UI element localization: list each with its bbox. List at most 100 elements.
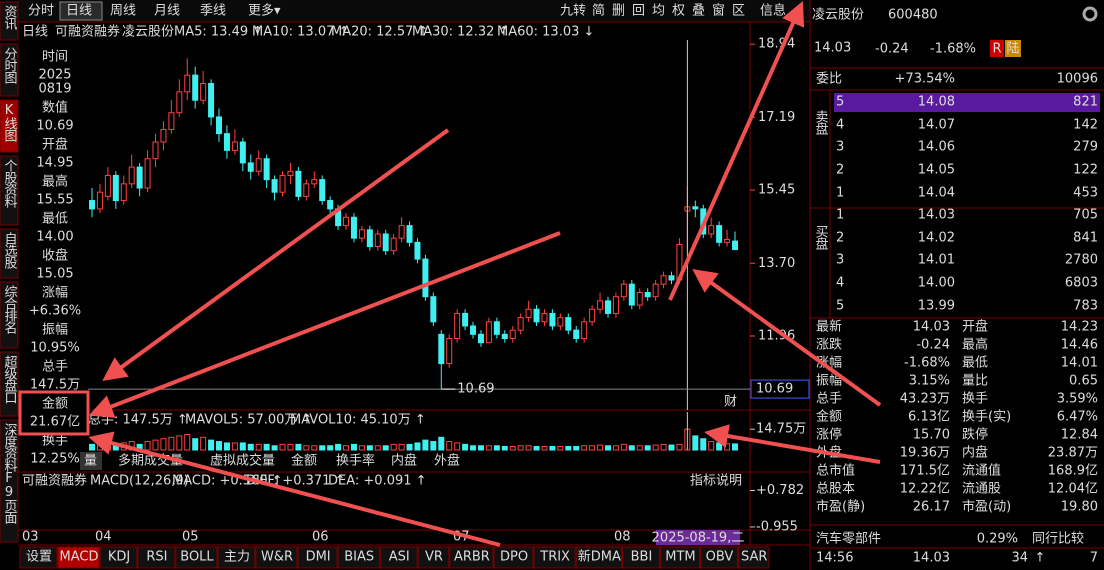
stat-value: 43.23万 — [900, 392, 950, 407]
stat-value: 14.46 — [1061, 338, 1098, 353]
top-tab[interactable]: 日线 — [66, 4, 92, 19]
order-highlight — [834, 93, 1100, 112]
candle-body — [724, 238, 731, 243]
bottom-tab[interactable]: 设置 — [26, 550, 52, 565]
candle-body — [597, 300, 604, 310]
tool-button[interactable]: 删 — [612, 4, 625, 19]
tab-selected — [59, 1, 103, 21]
volume-bar — [589, 445, 596, 451]
candle-body — [732, 240, 738, 250]
tool-button[interactable]: 信息 — [760, 3, 786, 19]
bottom-tab[interactable]: BOLL — [180, 550, 214, 565]
stat-value: 0.65 — [1069, 374, 1098, 389]
candle-body — [160, 128, 167, 143]
volume-bar — [216, 441, 223, 451]
volume-bar — [581, 445, 588, 451]
volume-bar — [279, 443, 286, 451]
side-tab[interactable]: 资讯 — [2, 5, 18, 31]
volume-bar — [612, 445, 619, 451]
candle-body — [406, 225, 413, 243]
bottom-tab-bg — [737, 546, 770, 569]
bottom-tab[interactable]: DPO — [500, 550, 528, 565]
stat-value: 14.01 — [1061, 356, 1098, 371]
volume-tab[interactable]: 虚拟成交量 — [210, 453, 275, 469]
volume-tab[interactable]: 金额 — [291, 453, 317, 469]
top-tab[interactable]: 分时 — [28, 4, 54, 19]
industry-pct: 0.29% — [977, 532, 1018, 547]
candle-body — [636, 292, 643, 306]
volume-bar — [470, 445, 477, 451]
bottom-tab[interactable]: KDJ — [108, 550, 130, 565]
tool-button[interactable]: 回 — [632, 4, 645, 19]
stat-label: 市盈(动) — [962, 499, 1011, 515]
volume-bar — [374, 445, 381, 451]
tool-button[interactable]: 权 — [672, 3, 685, 19]
bottom-tab[interactable]: BIAS — [344, 550, 374, 565]
help-button[interactable]: 指标说明 — [690, 474, 742, 489]
candle-body — [279, 174, 286, 193]
bottom-tab[interactable]: VR — [425, 550, 443, 565]
side-tab[interactable]: 深度资料F9页面 — [2, 423, 18, 524]
side-tab[interactable]: 超级盘口 — [2, 355, 18, 404]
info-label: 振幅 — [42, 323, 68, 338]
top-tab[interactable]: 更多▾ — [248, 3, 281, 19]
bottom-tab-bg — [57, 546, 100, 569]
candle-body — [327, 200, 334, 210]
volume-tab[interactable]: 换手率 — [336, 453, 375, 469]
top-tab[interactable]: 季线 — [200, 4, 226, 19]
tool-button[interactable]: 九转 — [560, 4, 586, 19]
bottom-tab[interactable]: 主力 — [224, 550, 250, 565]
peer-button[interactable]: 同行比较 — [1032, 532, 1084, 547]
macd-tick-label: -0.955 — [756, 519, 798, 534]
tool-button[interactable]: 均 — [652, 4, 665, 19]
tool-button[interactable]: 叠 — [692, 4, 705, 19]
side-tab-bg — [0, 419, 19, 543]
volume-bar — [200, 436, 207, 451]
volume-tab[interactable]: 外盘 — [434, 453, 460, 469]
bottom-tab[interactable]: MTM — [665, 550, 695, 565]
bottom-tab[interactable]: OBV — [706, 550, 734, 565]
side-tab[interactable]: 综合排名 — [2, 285, 18, 334]
bottom-tab[interactable]: RSI — [146, 550, 167, 565]
candle-body — [311, 179, 318, 185]
volume-tab[interactable]: 量 — [84, 454, 97, 469]
candle-body — [628, 283, 635, 306]
side-tab[interactable]: 个股资料 — [2, 159, 18, 208]
bottom-tab[interactable]: TRIX — [539, 550, 570, 565]
tool-button[interactable]: 简 — [592, 3, 605, 19]
side-tab[interactable]: 分时图 — [2, 47, 18, 84]
volume-bar — [708, 441, 715, 451]
bottom-tab[interactable]: MACD — [60, 550, 99, 565]
tick-direction: ↑ — [1035, 551, 1046, 566]
stat-value: 6.13亿 — [908, 410, 950, 425]
bid-price: 13.99 — [918, 299, 955, 314]
bottom-tab-bg — [533, 546, 576, 569]
bottom-tab[interactable]: BBI — [631, 550, 653, 565]
tool-button[interactable]: 窗 — [712, 3, 725, 19]
side-tab[interactable]: K线图 — [2, 103, 18, 142]
bottom-tab[interactable]: W&R — [261, 550, 293, 565]
candle-body — [485, 321, 492, 344]
bid-volume: 705 — [1073, 208, 1098, 223]
bottom-tab[interactable]: DMI — [306, 550, 331, 565]
tool-button[interactable]: 区 — [732, 4, 745, 19]
top-tab[interactable]: 周线 — [110, 4, 136, 19]
stat-label: 流通值 — [962, 463, 1001, 479]
stat-value: 14.03 — [913, 320, 950, 335]
badge — [1005, 40, 1021, 57]
candle-body — [255, 158, 262, 172]
top-tab[interactable]: 月线 — [154, 4, 180, 19]
side-tab[interactable]: 自选股 — [2, 232, 18, 270]
settings-icon[interactable] — [1082, 6, 1098, 22]
arrow — [704, 424, 881, 464]
candle-body — [152, 141, 159, 160]
volume-bar — [414, 442, 421, 451]
stock-name: 凌云股份 — [812, 8, 864, 23]
info-label: 金额 — [42, 396, 68, 412]
bottom-tab[interactable]: ARBR — [454, 550, 490, 565]
bottom-tab[interactable]: ASI — [389, 550, 410, 565]
volume-bar — [160, 438, 167, 451]
volume-tab[interactable]: 内盘 — [391, 453, 417, 469]
bottom-tab[interactable]: SAR — [741, 550, 767, 565]
bottom-tab[interactable]: 新DMA — [578, 549, 621, 565]
